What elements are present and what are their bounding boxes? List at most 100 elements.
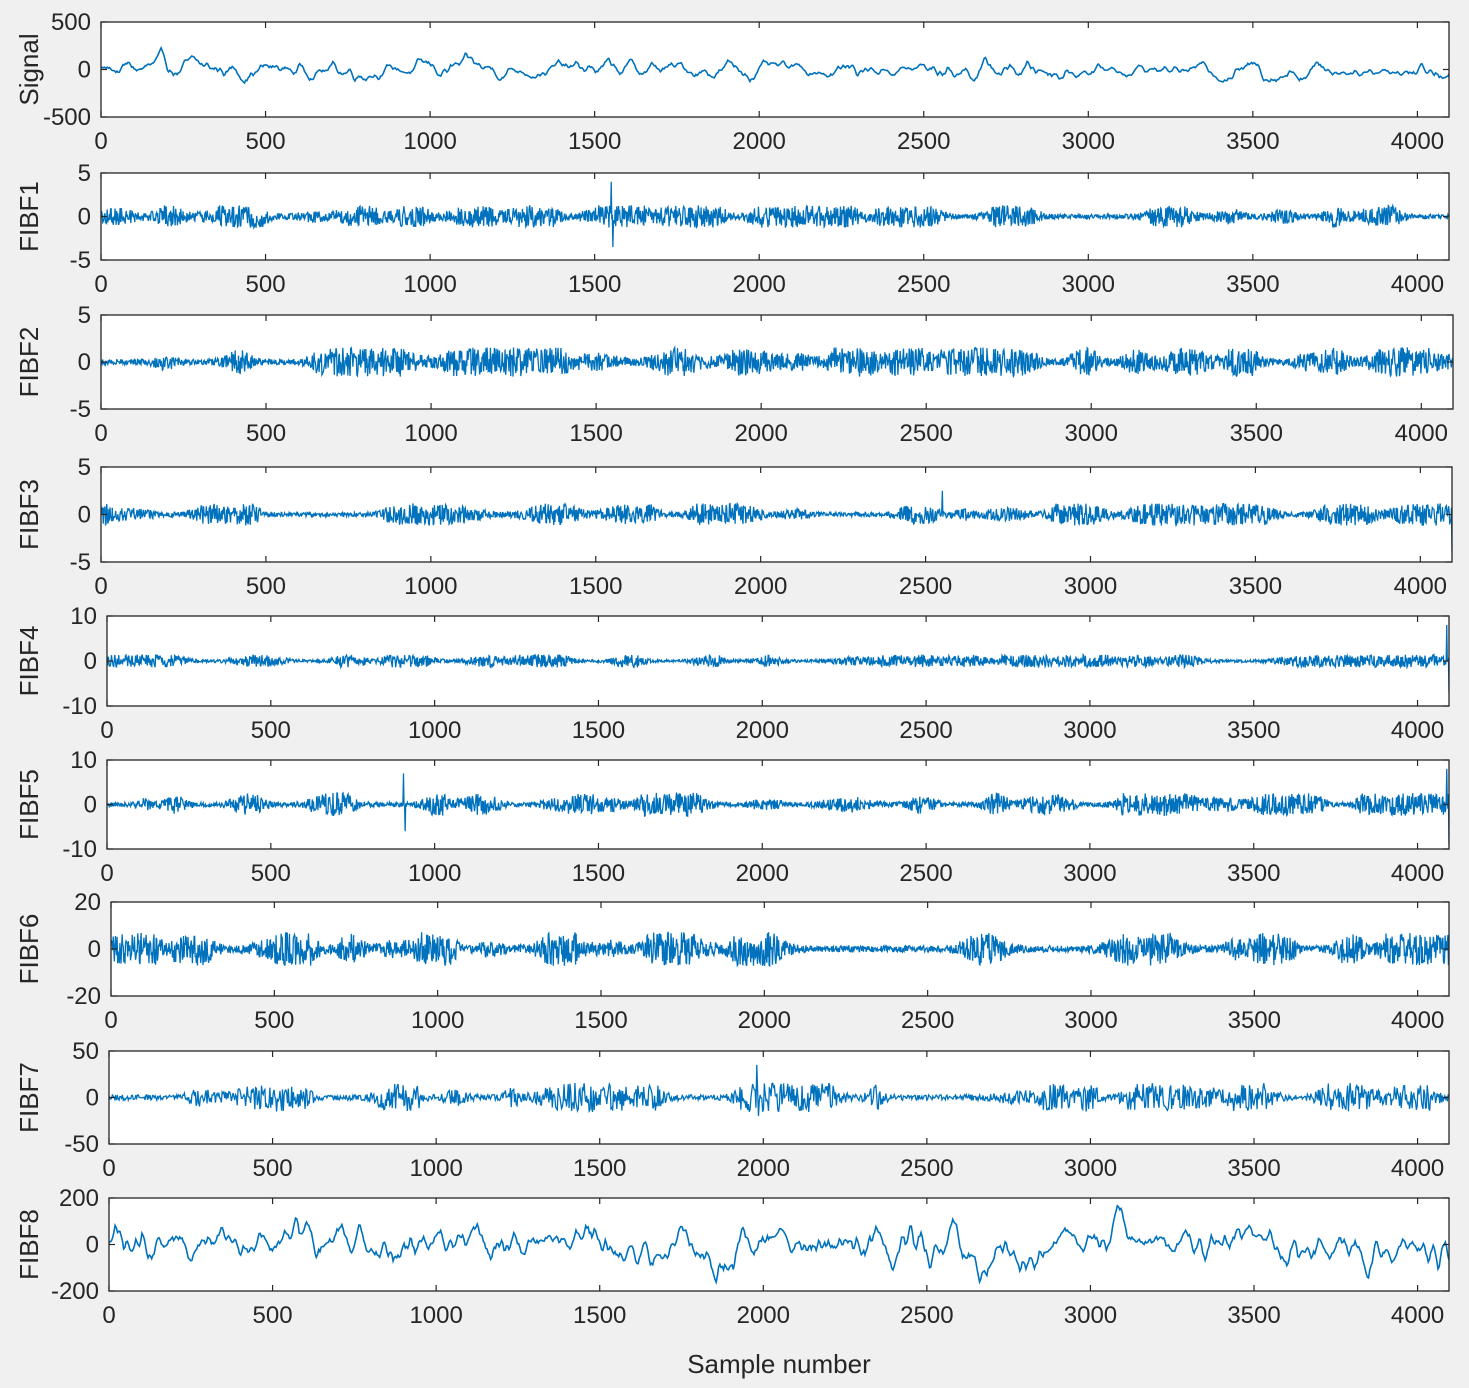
subplot-8: 0 500 1000 1500 2000 2500 3000 3500 4000-50050FI…: [14, 1038, 1450, 1182]
y-tick-label: 0: [84, 648, 97, 675]
y-tick-label: 0: [86, 1085, 99, 1112]
x-tick-label: 2000: [737, 1155, 790, 1182]
y-axis-label: FIBF6: [14, 914, 44, 985]
x-tick-label: 1500: [572, 860, 625, 887]
x-tick-label: 2500: [901, 1007, 954, 1034]
x-tick-label: 2500: [899, 860, 952, 887]
x-tick-label: 2000: [736, 860, 789, 887]
y-tick-label: -5: [70, 396, 91, 423]
x-tick-label: 1500: [574, 1007, 627, 1034]
y-axis-label: FIBF2: [14, 327, 44, 398]
y-axis-label: FIBF7: [14, 1062, 44, 1133]
y-axis-label: FIBF8: [14, 1209, 44, 1280]
y-axis-label: Signal: [14, 33, 44, 105]
y-tick-label: 0: [84, 792, 97, 819]
subplots: 0 500 1000 1500 2000 2500 3000 3500 4000-5000500…: [14, 9, 1454, 1329]
series-line-fibf5: [107, 768, 1449, 845]
x-tick-label: 500: [254, 1007, 294, 1034]
y-tick-label: 5: [78, 454, 91, 481]
y-tick-label: -200: [51, 1278, 99, 1305]
x-tick-label: 1000: [404, 573, 457, 600]
x-tick-label: 0: [94, 573, 107, 600]
x-tick-label: 3500: [1226, 271, 1279, 298]
x-tick-label: 1000: [403, 128, 456, 155]
y-tick-label: 0: [78, 204, 91, 231]
series-line-fibf2: [101, 345, 1453, 379]
x-tick-label: 3000: [1064, 573, 1117, 600]
x-tick-label: 500: [253, 1302, 293, 1329]
axes-background: [109, 1198, 1449, 1291]
x-tick-label: 4000: [1391, 1155, 1444, 1182]
x-tick-label: 0: [100, 717, 113, 744]
subplot-1: 0 500 1000 1500 2000 2500 3000 3500 4000-5000500…: [14, 9, 1450, 155]
y-axis-label: FIBF3: [14, 479, 44, 550]
x-tick-label: 500: [246, 420, 286, 447]
x-tick-label: 500: [246, 128, 286, 155]
x-tick-label: 0: [102, 1302, 115, 1329]
subplot-4: 0 500 1000 1500 2000 2500 3000 3500 4000-505FIBF…: [14, 454, 1453, 600]
subplot-7: 0 500 1000 1500 2000 2500 3000 3500 4000-20020FI…: [14, 889, 1450, 1034]
x-tick-label: 3500: [1228, 1007, 1281, 1034]
x-tick-label: 3000: [1063, 717, 1116, 744]
x-tick-label: 2500: [899, 573, 952, 600]
series-line-fibf3: [101, 490, 1452, 553]
series-line-fibf8: [109, 1204, 1449, 1285]
x-tick-label: 2000: [736, 717, 789, 744]
x-tick-label: 3000: [1065, 420, 1118, 447]
x-tick-label: 1000: [408, 717, 461, 744]
x-tick-label: 3500: [1227, 860, 1280, 887]
x-tick-label: 500: [253, 1155, 293, 1182]
axes-background: [101, 22, 1449, 117]
x-tick-label: 0: [94, 420, 107, 447]
x-tick-label: 3000: [1064, 1007, 1117, 1034]
subplot-5: 0 500 1000 1500 2000 2500 3000 3500 4000-10010FI…: [14, 603, 1450, 744]
x-tick-label: 500: [246, 271, 286, 298]
y-tick-label: 0: [88, 936, 101, 963]
x-tick-label: 3500: [1227, 717, 1280, 744]
x-tick-label: 2000: [737, 1302, 790, 1329]
x-axis-label: Sample number: [687, 1349, 871, 1379]
x-tick-label: 1500: [568, 271, 621, 298]
series-line-signal: [101, 45, 1449, 85]
y-axis-label: FIBF4: [14, 626, 44, 697]
x-tick-label: 1000: [409, 1155, 462, 1182]
x-tick-label: 1500: [573, 1302, 626, 1329]
x-tick-label: 4000: [1394, 573, 1447, 600]
x-tick-label: 1000: [403, 271, 456, 298]
x-tick-label: 2500: [900, 1302, 953, 1329]
x-tick-label: 3500: [1227, 1155, 1280, 1182]
x-tick-label: 0: [102, 1155, 115, 1182]
y-tick-label: 50: [72, 1038, 99, 1065]
x-tick-label: 1500: [572, 717, 625, 744]
subplot-2: 0 500 1000 1500 2000 2500 3000 3500 4000-505FIBF…: [14, 160, 1450, 298]
y-tick-label: 0: [78, 349, 91, 376]
y-tick-label: 0: [78, 57, 91, 84]
x-tick-label: 1500: [569, 420, 622, 447]
y-tick-label: 10: [70, 747, 97, 774]
x-tick-label: 2000: [733, 271, 786, 298]
y-tick-label: -20: [66, 983, 101, 1010]
x-tick-label: 2000: [734, 573, 787, 600]
subplot-6: 0 500 1000 1500 2000 2500 3000 3500 4000-10010FI…: [14, 747, 1450, 887]
x-tick-label: 0: [94, 271, 107, 298]
series-line-fibf1: [101, 181, 1449, 247]
series-line-fibf4: [107, 624, 1449, 693]
x-tick-label: 0: [94, 128, 107, 155]
y-tick-label: -5: [70, 247, 91, 274]
x-tick-label: 500: [251, 860, 291, 887]
y-tick-label: 5: [78, 160, 91, 187]
subplot-9: 0 500 1000 1500 2000 2500 3000 3500 4000-2000200…: [14, 1185, 1450, 1329]
subplot-3: 0 500 1000 1500 2000 2500 3000 3500 4000-505FIBF…: [14, 302, 1454, 447]
x-tick-label: 1000: [404, 420, 457, 447]
x-tick-label: 2500: [897, 271, 950, 298]
y-tick-label: 10: [70, 603, 97, 630]
x-tick-label: 4000: [1391, 860, 1444, 887]
x-tick-label: 1500: [569, 573, 622, 600]
y-tick-label: -10: [62, 693, 97, 720]
x-tick-label: 3500: [1229, 573, 1282, 600]
x-tick-label: 2500: [899, 717, 952, 744]
x-tick-label: 4000: [1391, 1302, 1444, 1329]
y-tick-label: 0: [86, 1232, 99, 1259]
x-tick-label: 4000: [1395, 420, 1448, 447]
